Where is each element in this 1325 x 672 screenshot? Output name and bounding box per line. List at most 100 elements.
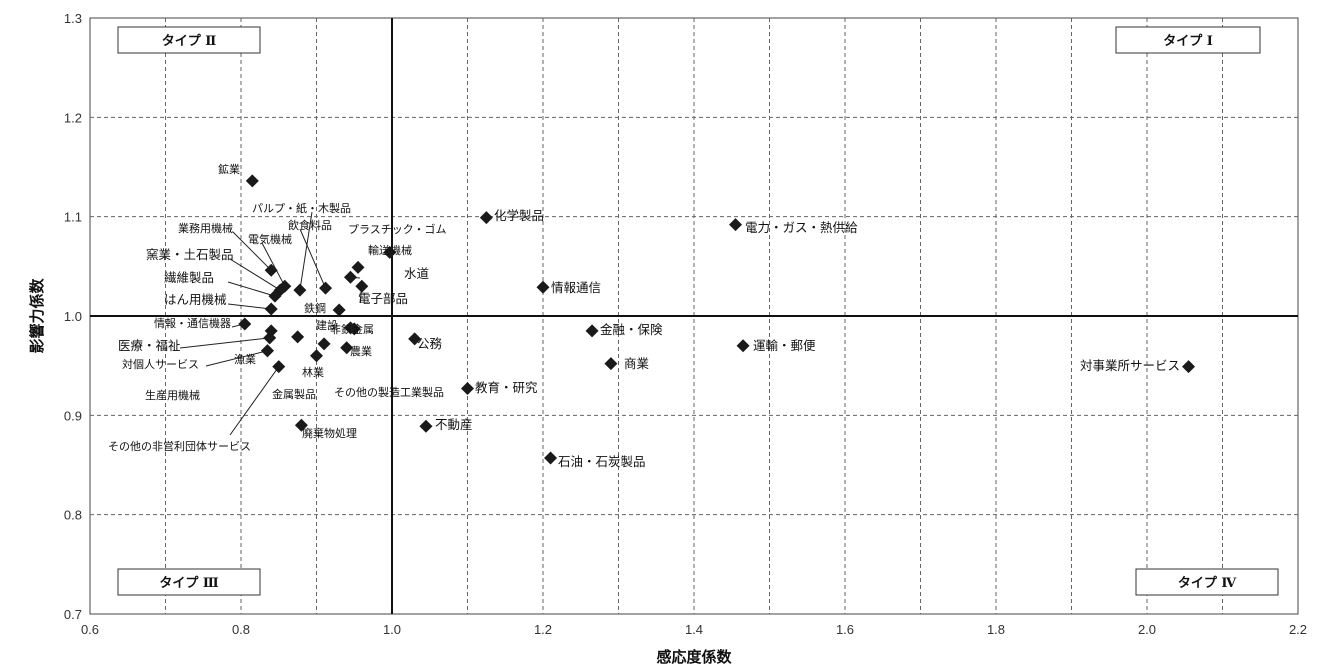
point-label: 業務用機械 [178,221,233,235]
data-point [340,341,354,355]
point-label: 生産用機械 [145,388,200,402]
data-point [536,280,550,294]
y-tick-label: 1.1 [64,210,82,225]
y-tick-label: 1.3 [64,11,82,26]
y-tick-label: 0.7 [64,607,82,622]
quadrant-labels: タイプ Ⅰ タイプ Ⅱ タイプ Ⅲ タイプ Ⅳ [117,26,1279,596]
data-point [268,289,282,303]
x-tick-label: 0.8 [232,622,250,637]
x-tick-label: 2.0 [1138,622,1156,637]
quadrant-label-text: タイプ Ⅳ [1178,576,1237,591]
point-label: 石油・石炭製品 [558,454,646,469]
point-label: 情報通信 [551,280,601,295]
point-label: 水道 [404,266,430,281]
data-point [419,419,433,433]
quadrant-label-box [117,26,261,54]
leader-line [179,337,270,349]
data-point [343,321,357,335]
point-label: 教育・研究 [475,380,538,395]
point-label: 窯業・土石製品 [146,247,234,262]
tick-labels: 0.6 0.8 1.0 1.2 1.4 1.6 1.8 2.0 2.2 0.7 0.8 0.9 1.0 1… [64,11,1307,637]
x-tick-label: 1.8 [987,622,1005,637]
data-point [332,303,346,317]
quadrant-label-text: タイプ Ⅱ [162,34,217,49]
data-point [351,260,365,274]
data-point [264,324,278,338]
leader-line [232,231,272,271]
leader-line [229,366,280,436]
point-label: 漁業 [234,352,256,366]
leader-line [229,258,281,291]
x-tick-label: 2.2 [1289,622,1307,637]
data-points [238,174,1196,465]
point-label: 運輸・郵便 [753,338,816,353]
point-label: 飲食料品 [288,218,332,232]
reference-lines [90,18,1298,614]
data-point [260,344,274,358]
point-label: 非鉄金属 [330,322,374,336]
quadrant-label-box [117,568,261,596]
leader-line [205,350,268,367]
point-label: その他の製造工業製品 [334,385,444,399]
y-axis-title: 影響力係数 [28,278,46,354]
point-label: 農業 [350,344,372,358]
point-label: 電力・ガス・熱供給 [745,220,858,235]
y-tick-label: 1.2 [64,110,82,125]
data-point [408,332,422,346]
leader-line [299,228,327,289]
leader-line [261,242,286,287]
data-point [264,263,278,277]
leader-line [227,281,276,297]
data-point [317,337,331,351]
point-label: パルプ・紙・木製品 [252,201,351,215]
point-label: 不動産 [435,417,473,432]
point-label: 輸送機械 [368,243,412,257]
x-tick-label: 1.2 [534,622,552,637]
quadrant-label-bottom-left: タイプ Ⅲ [117,568,261,596]
data-point [294,418,308,432]
y-tick-label: 0.8 [64,508,82,523]
data-point [238,317,252,331]
data-point [343,270,357,284]
data-point [245,174,259,188]
point-label: 対事業所サービス [1080,358,1180,373]
point-label: 医療・福祉 [118,338,181,353]
quadrant-label-bottom-right: タイプ Ⅳ [1135,568,1279,596]
data-point [604,357,618,371]
point-label: その他の非営利団体サービス [108,439,251,453]
point-label: 廃棄物処理 [302,426,357,440]
data-point [461,382,474,396]
point-label: 対個人サービス [122,357,199,371]
data-point [291,330,305,344]
point-label: 電気機械 [248,232,292,246]
data-point [383,245,397,259]
data-point [479,211,493,225]
data-point [736,339,750,353]
quadrant-label-box [1135,568,1279,596]
data-point [310,349,323,363]
point-label: 公務 [417,336,443,351]
data-point [272,360,286,374]
quadrant-label-box [1115,26,1261,54]
point-label: 情報・通信機器 [154,316,231,330]
point-label: 商業 [624,356,650,371]
data-point [1182,360,1196,374]
point-label: 金属製品 [272,387,316,401]
point-label: 林業 [302,365,324,379]
data-point [355,279,369,293]
point-label: 鉄鋼 [304,301,326,315]
point-label: 繊維製品 [164,270,214,285]
y-tick-label: 1.0 [64,309,82,324]
data-point [544,451,558,465]
data-point [319,281,333,295]
x-tick-label: 1.4 [685,622,703,637]
data-point [293,283,307,297]
point-label: プラスチック・ゴム [348,222,447,236]
quadrant-label-text: タイプ Ⅲ [159,576,219,591]
point-label: 建設 [316,318,338,332]
data-point [264,302,278,316]
point-label: 化学製品 [494,208,544,223]
